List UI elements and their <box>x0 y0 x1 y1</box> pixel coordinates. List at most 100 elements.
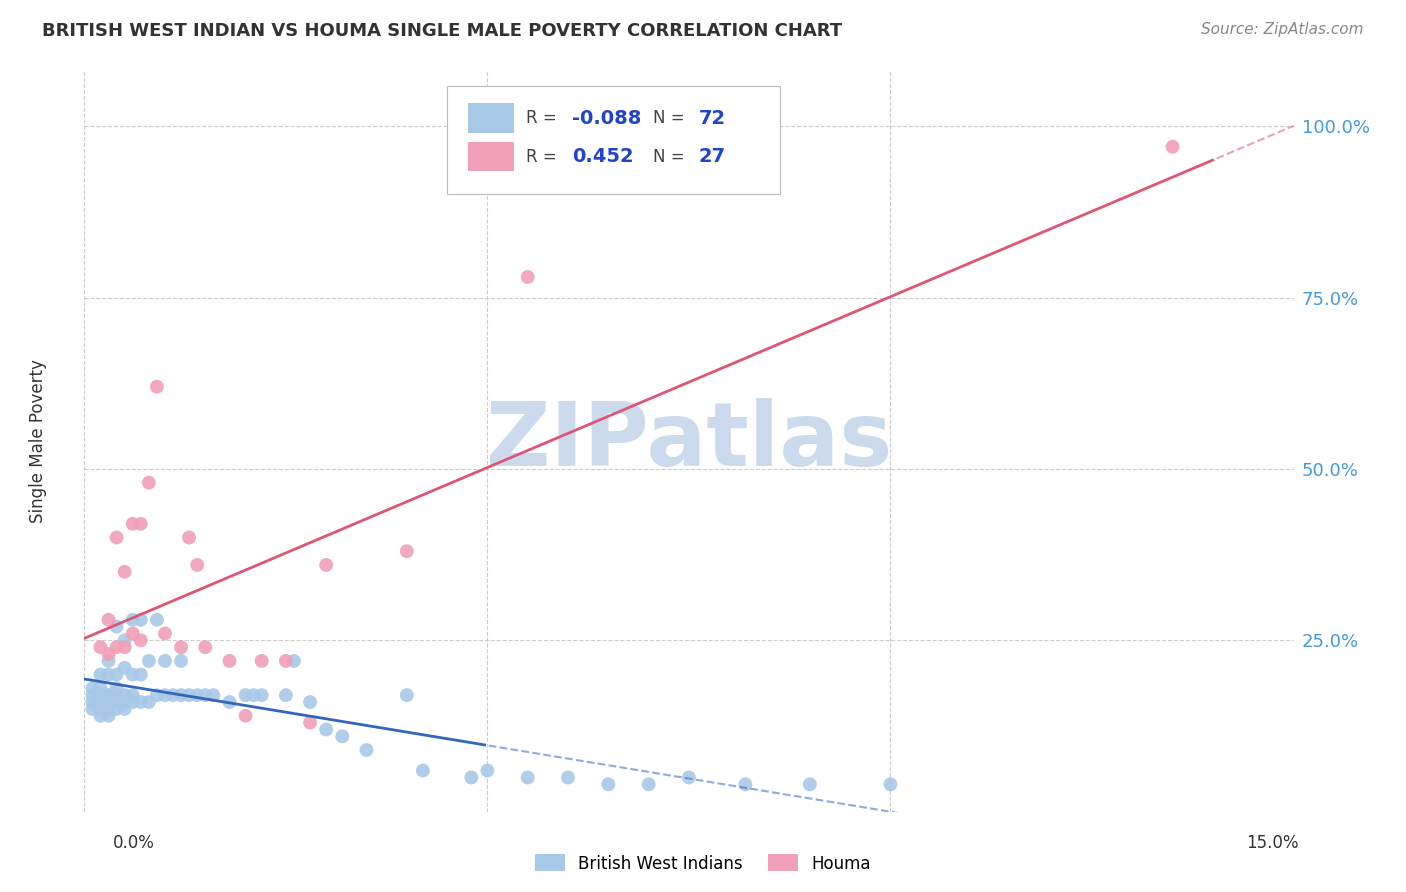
Point <box>146 380 169 394</box>
Point <box>412 764 434 778</box>
Point <box>153 626 176 640</box>
Point <box>97 654 120 668</box>
FancyBboxPatch shape <box>447 87 780 194</box>
Point <box>283 654 305 668</box>
Point <box>153 654 176 668</box>
Point <box>170 688 193 702</box>
Point <box>170 640 193 655</box>
Point <box>138 654 160 668</box>
Point <box>250 654 273 668</box>
Point <box>121 626 143 640</box>
Text: R =: R = <box>526 109 562 127</box>
Point <box>194 688 217 702</box>
Point <box>114 688 136 702</box>
Text: Single Male Poverty: Single Male Poverty <box>30 359 48 524</box>
Point <box>395 544 418 558</box>
Point <box>218 654 240 668</box>
Point <box>179 531 201 545</box>
Point <box>460 771 482 785</box>
Point <box>170 654 193 668</box>
Point <box>274 654 297 668</box>
Point <box>105 695 128 709</box>
Point <box>138 695 160 709</box>
Text: Source: ZipAtlas.com: Source: ZipAtlas.com <box>1201 22 1364 37</box>
Text: BRITISH WEST INDIAN VS HOUMA SINGLE MALE POVERTY CORRELATION CHART: BRITISH WEST INDIAN VS HOUMA SINGLE MALE… <box>42 22 842 40</box>
Point <box>121 516 143 531</box>
Point <box>138 475 160 490</box>
Text: 15.0%: 15.0% <box>1246 834 1299 852</box>
Point <box>97 688 120 702</box>
Point <box>129 667 152 681</box>
Point <box>97 613 120 627</box>
Point <box>114 565 136 579</box>
Point <box>114 640 136 655</box>
Point <box>97 667 120 681</box>
Point <box>274 688 297 702</box>
Point <box>1161 140 1184 154</box>
Point <box>557 771 579 785</box>
Point <box>395 688 418 702</box>
Point <box>202 688 225 702</box>
Point <box>82 702 104 716</box>
Point <box>114 695 136 709</box>
Point <box>82 681 104 696</box>
Point <box>89 708 111 723</box>
Point <box>477 764 499 778</box>
Point <box>121 688 143 702</box>
Point <box>218 695 240 709</box>
Point <box>162 688 184 702</box>
Point <box>315 558 337 572</box>
Point <box>129 695 152 709</box>
Text: -0.088: -0.088 <box>572 109 641 128</box>
Point <box>879 777 901 791</box>
Point <box>516 270 538 285</box>
Point <box>114 702 136 716</box>
Text: 27: 27 <box>699 147 725 166</box>
Point <box>356 743 378 757</box>
Point <box>242 688 264 702</box>
Text: ZIPatlas: ZIPatlas <box>486 398 891 485</box>
Point <box>97 688 120 702</box>
Point <box>121 613 143 627</box>
Point <box>235 708 257 723</box>
Text: 72: 72 <box>699 109 725 128</box>
Point <box>121 695 143 709</box>
Point <box>89 667 111 681</box>
Point <box>179 688 201 702</box>
Point <box>89 681 111 696</box>
Point <box>129 633 152 648</box>
Point <box>598 777 620 791</box>
Point <box>146 688 169 702</box>
Point <box>315 723 337 737</box>
Point <box>637 777 659 791</box>
Point <box>146 613 169 627</box>
Point <box>186 688 208 702</box>
Point <box>330 729 353 743</box>
Point <box>97 647 120 661</box>
FancyBboxPatch shape <box>468 142 513 171</box>
Point <box>82 695 104 709</box>
Point <box>89 688 111 702</box>
Point <box>105 688 128 702</box>
Text: N =: N = <box>652 147 689 166</box>
Point <box>105 702 128 716</box>
Point <box>799 777 821 791</box>
Point <box>194 640 217 655</box>
Point <box>186 558 208 572</box>
Text: 0.0%: 0.0% <box>112 834 155 852</box>
Point <box>678 771 700 785</box>
Point <box>121 667 143 681</box>
Point <box>82 688 104 702</box>
FancyBboxPatch shape <box>468 103 513 133</box>
Text: R =: R = <box>526 147 562 166</box>
Point <box>299 715 322 730</box>
Point <box>105 640 128 655</box>
Point <box>129 613 152 627</box>
Point <box>97 708 120 723</box>
Point <box>105 531 128 545</box>
Point <box>105 667 128 681</box>
Legend: British West Indians, Houma: British West Indians, Houma <box>529 847 877 880</box>
Point <box>89 640 111 655</box>
Point <box>114 633 136 648</box>
Point <box>153 688 176 702</box>
